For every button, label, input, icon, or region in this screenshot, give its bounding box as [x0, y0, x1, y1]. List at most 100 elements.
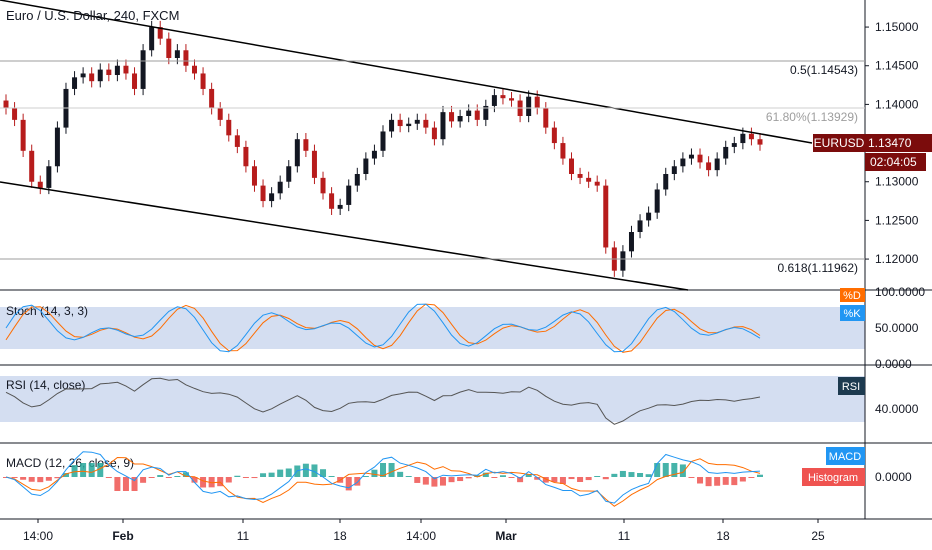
candle-body	[414, 119, 420, 124]
macd-hist-bar	[482, 472, 489, 477]
fib-0618-label: 0.618(1.11962)	[777, 261, 858, 275]
macd-hist-bar	[568, 477, 575, 480]
macd-hist-bar	[602, 477, 609, 480]
macd-hist-bar	[611, 473, 618, 477]
macd-hist-bar	[637, 473, 644, 477]
candle-body	[269, 193, 275, 202]
candle-body	[654, 189, 660, 213]
candle-body	[680, 158, 686, 167]
macd-hist-bar	[345, 477, 352, 491]
candle-body	[723, 146, 729, 159]
candle-body	[491, 95, 497, 106]
candle-body	[346, 185, 352, 205]
candle-body	[620, 251, 626, 271]
candle-body	[466, 110, 472, 116]
macd-hist-bar	[45, 477, 52, 481]
macd-hist-bar	[140, 477, 147, 483]
candle-body	[132, 73, 138, 89]
macd-hist-bar	[328, 476, 335, 477]
macd-hist-bar	[559, 477, 566, 484]
candle-body	[526, 96, 532, 116]
macd-hist-bar	[705, 477, 712, 487]
macd-hist-bar	[28, 477, 35, 482]
price-tick-label: 1.13000	[875, 175, 919, 189]
fib-lines: 0.5(1.14543) 61.80%(1.13929) 0.618(1.119…	[0, 60, 865, 275]
macd-hist-bar	[739, 477, 746, 482]
rsi-badge-bg	[838, 377, 865, 395]
candle-body	[440, 112, 446, 140]
rsi-pane: RSI (14, close) RSI	[5, 377, 865, 425]
macd-hist-bar	[757, 474, 763, 477]
rsi-tick-label: 40.0000	[875, 402, 919, 416]
candle-body	[406, 123, 412, 127]
trendlines	[0, 0, 813, 291]
candle-body	[157, 27, 163, 39]
macd-hist-bar	[268, 472, 275, 477]
candle-body	[397, 119, 403, 127]
macd-line	[5, 451, 761, 504]
candle-body	[594, 181, 600, 186]
candle-body	[449, 112, 455, 122]
macd-hist-bar	[354, 477, 361, 486]
candle-body	[166, 38, 172, 58]
macd-hist-bar	[697, 477, 704, 484]
candle-body	[371, 150, 377, 159]
candle-body	[637, 220, 643, 232]
macd-hist-bar	[671, 463, 678, 477]
symbol-badge[interactable]: EURUSD 1.13470 02:04:05	[813, 134, 932, 171]
candle-body	[534, 96, 540, 109]
candle-body	[354, 174, 360, 186]
candle-body	[320, 177, 326, 194]
candle-body	[457, 116, 463, 122]
channel-lower-line[interactable]	[0, 181, 689, 291]
macd-hist-bar	[362, 476, 369, 477]
channel-upper-line[interactable]	[0, 0, 813, 144]
macd-hist-bar	[388, 463, 395, 477]
candle-body	[337, 204, 343, 209]
macd-hist-bar	[585, 477, 592, 481]
macd-hist-bar	[645, 474, 652, 477]
macd-hist-bar	[534, 477, 541, 480]
fib-half-label: 0.5(1.14543)	[790, 63, 858, 77]
macd-hist-bar	[662, 463, 669, 477]
symbol-badge-name: EURUSD	[814, 136, 865, 150]
candle-body	[603, 185, 609, 248]
macd-hist-bar	[11, 477, 18, 478]
macd-hist-bar	[242, 477, 249, 478]
macd-pane: MACD (12, 26, close, 9) MACD Histogram	[3, 447, 865, 507]
macd-hist-bar	[131, 477, 138, 491]
macd-hist-bar	[679, 464, 686, 477]
macd-hist-bar	[525, 474, 532, 477]
candle-body	[551, 127, 557, 144]
candle-body	[251, 166, 257, 186]
candle-body	[54, 127, 60, 167]
macd-signal-line	[5, 456, 761, 507]
macd-hist-bar	[302, 463, 309, 477]
macd-hist-bar	[225, 477, 232, 483]
candle-body	[243, 146, 249, 167]
macd-hist-bar	[654, 463, 661, 477]
candle-body	[748, 133, 754, 140]
macd-hist-bar	[619, 470, 626, 477]
macd-badge-bg	[826, 447, 865, 465]
macd-hist-bar	[165, 477, 172, 478]
candle-body	[89, 73, 95, 82]
macd-hist-bar	[320, 469, 327, 477]
candle-body	[3, 100, 9, 109]
macd-hist-bar	[594, 476, 601, 477]
candle-body	[483, 105, 489, 120]
macd-hist-bar	[191, 477, 198, 483]
candle-body	[80, 73, 86, 78]
candle-body	[192, 65, 197, 74]
candle-body	[474, 110, 480, 120]
macd-hist-bar	[405, 476, 412, 477]
macd-hist-bar	[234, 475, 241, 477]
candle-body	[286, 166, 292, 182]
candle-body	[106, 69, 112, 76]
candle-body	[217, 108, 223, 120]
time-tick-label: 14:00	[406, 529, 436, 543]
price-axis: 1.150001.145001.140001.135001.130001.125…	[865, 20, 925, 484]
macd-hist-bar	[542, 477, 549, 483]
fib-618pct-label: 61.80%(1.13929)	[766, 110, 858, 124]
